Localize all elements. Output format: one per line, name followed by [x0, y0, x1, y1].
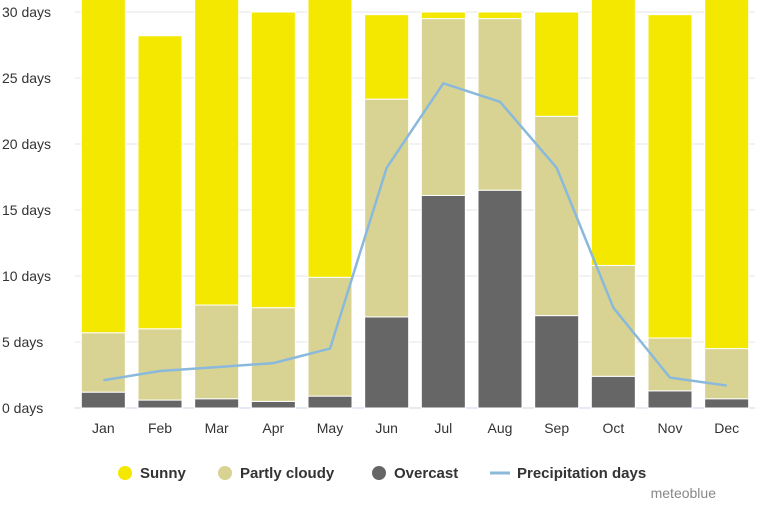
bar-overcast — [647, 390, 693, 409]
bar-partly-cloudy — [250, 307, 296, 402]
legend-marker — [118, 466, 132, 480]
bar-sunny — [364, 14, 410, 100]
bar-sunny — [420, 11, 466, 20]
bars — [80, 0, 750, 409]
bar-partly-cloudy — [194, 304, 240, 400]
bar-sunny — [137, 35, 183, 330]
precipitation-line-group — [103, 82, 727, 387]
bar-overcast — [80, 391, 126, 409]
bar-overcast — [420, 194, 466, 409]
bar-overcast — [194, 398, 240, 409]
credit-text: meteoblue — [651, 485, 717, 501]
precipitation-line — [103, 82, 727, 387]
x-tick-label: Jun — [375, 420, 398, 436]
x-tick-label: Jul — [434, 420, 452, 436]
bar-sunny — [477, 11, 523, 20]
bar-sunny — [590, 0, 636, 266]
y-tick-label: 25 days — [2, 70, 51, 86]
bar-sunny — [534, 11, 580, 117]
y-tick-label: 5 days — [2, 334, 43, 350]
bar-partly-cloudy — [647, 337, 693, 392]
bar-overcast — [534, 315, 580, 409]
bar-sunny — [80, 0, 126, 334]
legend-label: Overcast — [394, 465, 458, 482]
bar-sunny — [194, 0, 240, 306]
bar-overcast — [590, 375, 636, 409]
y-tick-label: 20 days — [2, 136, 51, 152]
x-tick-label: Nov — [658, 420, 683, 436]
bar-overcast — [307, 395, 353, 409]
x-tick-label: Oct — [602, 420, 624, 436]
x-tick-label: Aug — [488, 420, 513, 436]
x-tick-label: May — [317, 420, 343, 436]
x-tick-label: Apr — [262, 420, 284, 436]
bar-sunny — [307, 0, 353, 278]
bar-partly-cloudy — [307, 276, 353, 397]
bar-overcast — [137, 399, 183, 409]
x-axis-ticks: Jan Feb Mar Apr May Jun Jul Aug Sep Oct Nov Dec — [92, 420, 739, 436]
legend-label: Sunny — [140, 465, 186, 482]
x-tick-label: Mar — [205, 420, 229, 436]
bar-sunny — [647, 14, 693, 339]
legend: Sunny Partly cloudy Overcast Precipitation … — [118, 465, 646, 482]
bar-overcast — [704, 398, 750, 409]
bar-partly-cloudy — [80, 332, 126, 393]
bar-overcast — [477, 189, 523, 409]
legend-marker — [218, 466, 232, 480]
bar-overcast — [250, 400, 296, 409]
grid — [75, 11, 755, 409]
y-tick-label: 0 days — [2, 400, 43, 416]
bar-sunny — [704, 0, 750, 350]
y-tick-label: 10 days — [2, 268, 51, 284]
bar-partly-cloudy — [137, 328, 183, 401]
y-tick-label: 30 days — [2, 4, 51, 20]
y-axis-ticks: 0 days 5 days 10 days 15 days 20 days 25 days… — [2, 4, 51, 416]
bar-partly-cloudy — [364, 98, 410, 318]
bar-overcast — [364, 316, 410, 409]
legend-label: Partly cloudy — [240, 465, 335, 482]
x-tick-label: Feb — [148, 420, 172, 436]
bar-partly-cloudy — [477, 18, 523, 191]
bar-partly-cloudy — [704, 348, 750, 400]
legend-label: Precipitation days — [517, 465, 646, 482]
bar-partly-cloudy — [534, 115, 580, 317]
legend-marker — [372, 466, 386, 480]
bar-sunny — [250, 11, 296, 309]
x-tick-label: Jan — [92, 420, 115, 436]
bar-partly-cloudy — [590, 264, 636, 377]
y-tick-label: 15 days — [2, 202, 51, 218]
x-tick-label: Sep — [544, 420, 569, 436]
x-tick-label: Dec — [714, 420, 739, 436]
